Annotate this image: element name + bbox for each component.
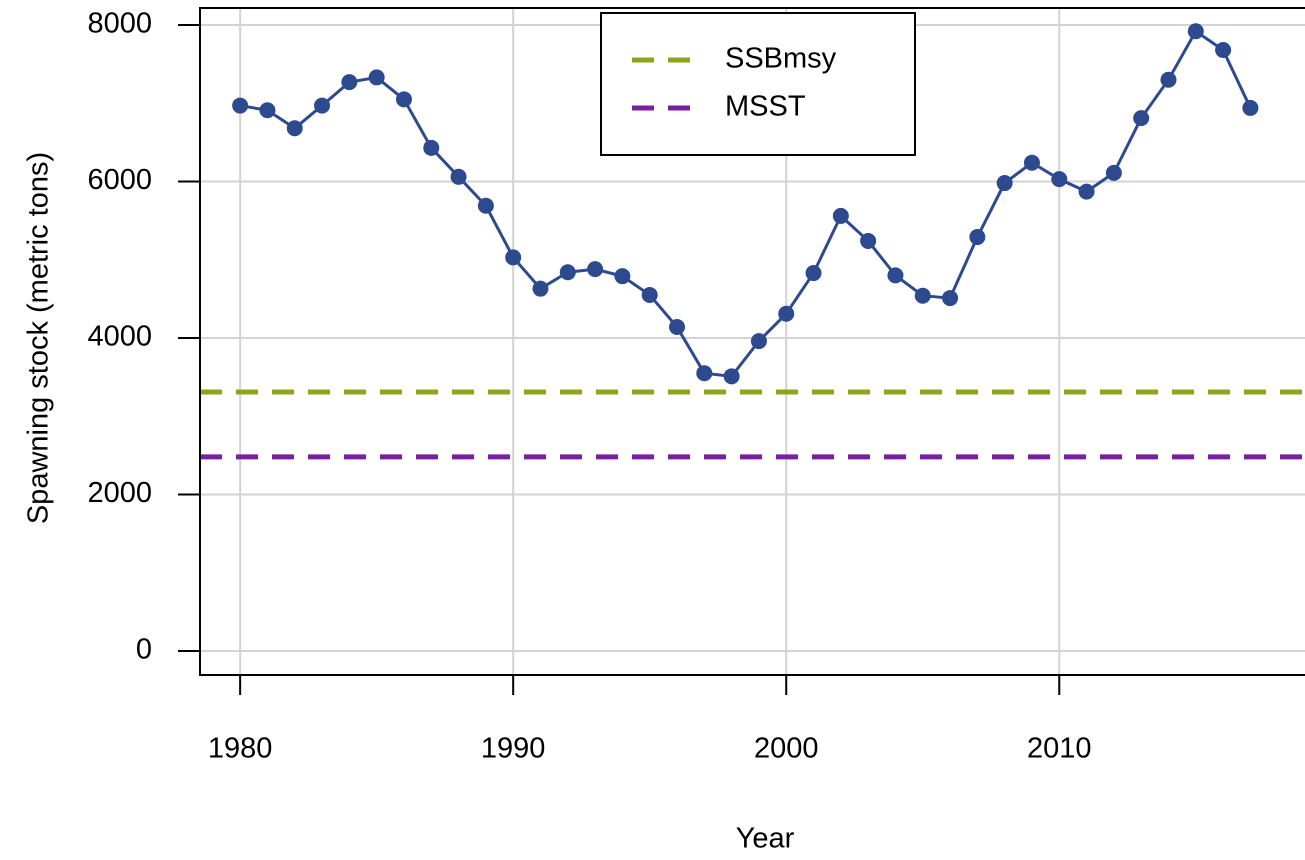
data-point [314, 97, 331, 114]
data-point [477, 197, 494, 214]
data-point [232, 97, 249, 114]
data-point [341, 74, 358, 91]
data-point [1187, 23, 1204, 40]
data-point [778, 305, 795, 322]
data-point [423, 139, 440, 156]
x-tick-label: 1990 [481, 733, 546, 765]
data-point [832, 207, 849, 224]
y-tick-label: 0 [136, 634, 152, 666]
data-point [286, 120, 303, 137]
data-point [532, 280, 549, 297]
x-axis-label: Year [736, 823, 795, 855]
data-point [723, 368, 740, 385]
y-tick-label: 2000 [87, 477, 152, 509]
data-point [559, 264, 576, 281]
data-point [1242, 99, 1259, 116]
legend-label: MSST [725, 91, 806, 123]
data-point [1105, 164, 1122, 181]
x-tick-label: 1980 [208, 733, 273, 765]
data-point [996, 175, 1013, 192]
data-point [887, 267, 904, 284]
plot-frame [199, 7, 1305, 676]
data-point [1023, 154, 1040, 171]
y-tick-label: 8000 [87, 8, 152, 40]
data-point [1160, 71, 1177, 88]
data-point [669, 319, 686, 336]
data-point [614, 268, 631, 285]
data-point [914, 287, 931, 304]
data-point [942, 290, 959, 307]
data-point [860, 232, 877, 249]
y-axis-label: Spawning stock (metric tons) [23, 152, 55, 524]
legend-box [600, 12, 916, 156]
data-point [1133, 110, 1150, 127]
legend: SSBmsy MSST [600, 12, 916, 156]
data-point [450, 168, 467, 185]
y-tick-label: 4000 [87, 321, 152, 353]
x-tick-label: 2000 [754, 733, 819, 765]
data-point [696, 365, 713, 382]
data-point [368, 69, 385, 86]
data-point [587, 261, 604, 278]
data-point [259, 102, 276, 119]
data-point [395, 91, 412, 108]
data-point [1078, 183, 1095, 200]
x-tick-label: 2010 [1027, 733, 1092, 765]
legend-label: SSBmsy [725, 43, 837, 75]
data-point [641, 286, 658, 303]
data-point [505, 249, 522, 266]
data-point [969, 229, 986, 246]
data-point [750, 333, 767, 350]
y-tick-label: 6000 [87, 164, 152, 196]
data-point [805, 265, 822, 282]
data-point [1215, 42, 1232, 59]
data-point [1051, 171, 1068, 188]
